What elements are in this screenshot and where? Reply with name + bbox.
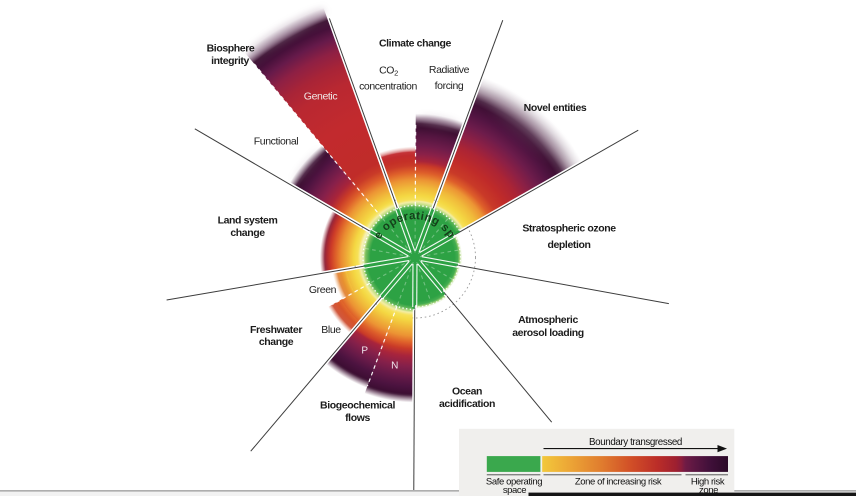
svg-text:Climate change: Climate change xyxy=(379,38,452,50)
svg-text:change: change xyxy=(259,336,294,348)
svg-text:Freshwater: Freshwater xyxy=(250,324,302,336)
svg-text:Genetic: Genetic xyxy=(304,91,338,103)
svg-text:acidification: acidification xyxy=(439,398,495,410)
svg-text:P: P xyxy=(361,346,368,357)
svg-text:Novel entities: Novel entities xyxy=(524,102,587,114)
svg-text:Ocean: Ocean xyxy=(452,386,482,398)
svg-text:integrity: integrity xyxy=(211,55,249,67)
svg-text:Biosphere: Biosphere xyxy=(207,43,255,55)
svg-text:space: space xyxy=(503,485,526,496)
svg-text:depletion: depletion xyxy=(547,239,590,251)
svg-text:Biogeochemical: Biogeochemical xyxy=(320,400,395,412)
svg-text:N: N xyxy=(391,361,398,372)
svg-text:aerosol loading: aerosol loading xyxy=(512,327,584,339)
svg-text:Land system: Land system xyxy=(218,215,278,227)
svg-text:Radiative: Radiative xyxy=(429,64,470,76)
svg-text:concentration: concentration xyxy=(359,81,417,93)
svg-text:Stratospheric ozone: Stratospheric ozone xyxy=(522,223,616,235)
svg-text:Zone of increasing risk: Zone of increasing risk xyxy=(575,476,662,487)
svg-text:Blue: Blue xyxy=(321,324,341,336)
svg-text:change: change xyxy=(230,227,265,239)
svg-text:forcing: forcing xyxy=(435,80,464,92)
svg-text:Functional: Functional xyxy=(254,136,299,148)
svg-text:Atmospheric: Atmospheric xyxy=(518,314,578,326)
svg-text:flows: flows xyxy=(345,412,370,424)
svg-text:Green: Green xyxy=(309,284,337,296)
svg-text:Boundary transgressed: Boundary transgressed xyxy=(589,437,682,448)
